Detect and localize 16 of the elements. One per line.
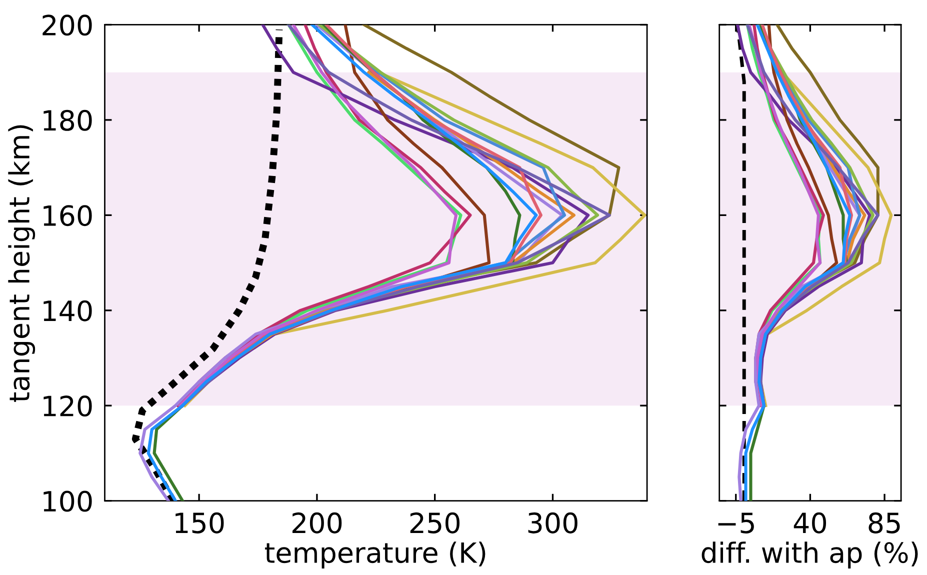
x-tick-label: −5 bbox=[718, 512, 754, 534]
x-tick-label: 250 bbox=[410, 512, 460, 534]
x-tick-label: 150 bbox=[176, 512, 224, 534]
y-tick-label: 100 bbox=[44, 490, 92, 512]
y-tick-label: 120 bbox=[44, 396, 92, 417]
x-axis-title: temperature (K) bbox=[264, 542, 486, 568]
x-tick-label: 85 bbox=[868, 512, 900, 534]
x-axis-title: diff. with ap (%) bbox=[702, 542, 918, 568]
y-tick-label: 200 bbox=[42, 14, 92, 36]
x-tick-label: 40 bbox=[794, 512, 826, 534]
y-tick-label: 180 bbox=[44, 110, 92, 131]
x-tick-label: 200 bbox=[292, 512, 342, 534]
y-tick-label: 160 bbox=[44, 205, 92, 226]
y-tick-label: 140 bbox=[44, 300, 92, 322]
y-axis-title: tangent height (km) bbox=[8, 125, 36, 402]
x-tick-label: 300 bbox=[528, 512, 578, 534]
